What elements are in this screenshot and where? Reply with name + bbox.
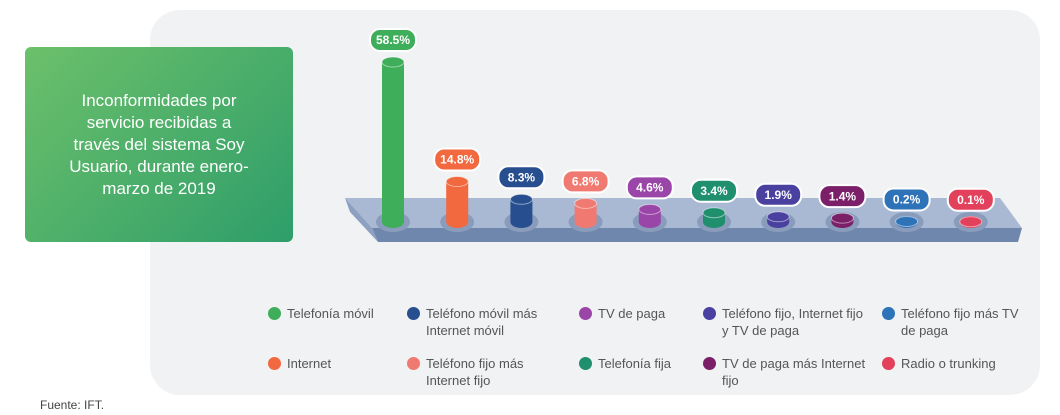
legend-label: TV de paga más Internet fijo	[722, 356, 866, 388]
value-label: 0.1%	[957, 193, 985, 207]
legend-item: Teléfono fijo más TV de paga	[882, 305, 1032, 339]
value-label: 3.4%	[700, 184, 728, 198]
value-label: 8.3%	[508, 170, 536, 184]
value-label: 0.2%	[893, 193, 921, 207]
legend-swatch	[703, 357, 716, 370]
legend-item: Telefonía móvil	[268, 305, 398, 322]
value-pill	[625, 175, 674, 200]
chart-title: Inconformidades por servicio recibidas a…	[25, 47, 293, 242]
bar-top	[766, 211, 790, 223]
value-pill	[946, 187, 995, 212]
legend-item: TV de paga más Internet fijo	[703, 355, 868, 389]
value-pill	[690, 178, 738, 203]
legend-item: Internet	[268, 355, 398, 372]
bar-top	[830, 212, 854, 224]
value-pill	[818, 184, 867, 209]
value-pill	[561, 169, 610, 194]
value-label: 14.8%	[440, 153, 474, 167]
value-pill	[369, 28, 417, 52]
legend-item: Radio o trunking	[882, 355, 1032, 372]
value-label: 4.6%	[636, 181, 664, 195]
source: Fuente: IFT.	[40, 398, 105, 412]
bar-top	[702, 207, 726, 219]
bar	[510, 199, 533, 222]
bar-top	[895, 215, 919, 227]
value-pill	[882, 187, 931, 212]
legend-label: Telefonía móvil	[287, 306, 374, 321]
value-pill	[754, 182, 803, 207]
legend-item: TV de paga	[579, 305, 689, 322]
legend-swatch	[268, 307, 281, 320]
legend-label: Teléfono fijo más Internet fijo	[426, 356, 524, 388]
legend-item: Telefonía fija	[579, 355, 689, 372]
legend-label: Teléfono fijo, Internet fijo y TV de pag…	[722, 306, 863, 338]
value-pill	[497, 165, 546, 190]
value-pill	[433, 147, 482, 172]
legend-label: Teléfono móvil más Internet móvil	[426, 306, 538, 338]
legend-label: Radio o trunking	[901, 356, 996, 371]
value-label: 1.4%	[829, 189, 857, 203]
legend-label: Internet	[287, 356, 332, 371]
platform-front	[372, 228, 1022, 242]
value-label: 1.9%	[765, 188, 793, 202]
legend-swatch	[882, 307, 895, 320]
legend-swatch	[407, 307, 420, 320]
bar	[446, 181, 469, 222]
bar-top	[574, 197, 598, 209]
legend-item: Teléfono móvil más Internet móvil	[407, 305, 567, 339]
bar-top	[959, 216, 983, 228]
bar	[382, 62, 404, 222]
legend-label: Telefonía fija	[598, 356, 671, 371]
platform-side	[345, 198, 378, 242]
bar-top	[509, 193, 533, 205]
value-label: 6.8%	[572, 175, 600, 189]
legend-label: TV de paga	[598, 306, 666, 321]
legend-swatch	[579, 307, 592, 320]
bar-top	[638, 203, 662, 215]
legend-item: Teléfono fijo más Internet fijo	[407, 355, 567, 389]
bar-top	[381, 56, 405, 68]
legend-swatch	[703, 307, 716, 320]
legend-swatch	[407, 357, 420, 370]
value-label: 58.5%	[376, 33, 410, 47]
legend-item: Teléfono fijo, Internet fijo y TV de pag…	[703, 305, 868, 339]
legend-swatch	[579, 357, 592, 370]
legend-swatch	[268, 357, 281, 370]
legend-label: Teléfono fijo más TV de paga	[901, 306, 1019, 338]
bar-top	[445, 176, 469, 188]
legend-swatch	[882, 357, 895, 370]
